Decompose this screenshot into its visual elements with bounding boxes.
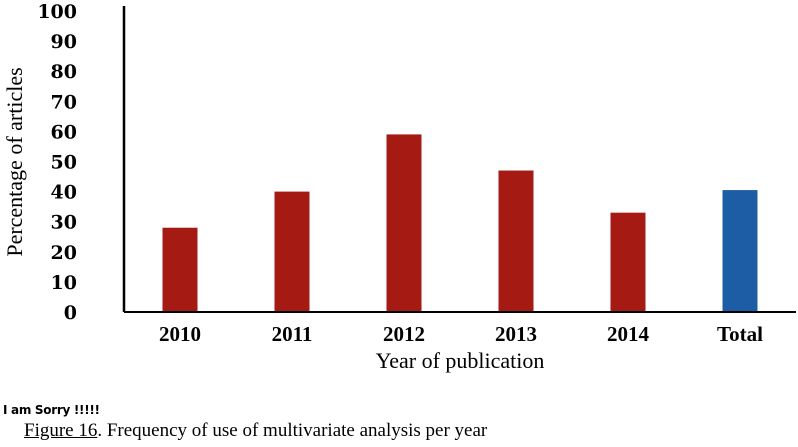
x-axis-title: Year of publication	[376, 348, 545, 373]
caption-text: . Frequency of use of multivariate analy…	[97, 420, 488, 441]
figure-reference: Figure 16	[24, 420, 98, 441]
bar-2010	[162, 227, 198, 312]
y-tick-label: 90	[51, 31, 77, 53]
x-tick-label: Total	[717, 322, 763, 346]
y-tick-label: 60	[51, 121, 77, 143]
y-tick-label: 70	[51, 91, 77, 113]
bars	[162, 134, 758, 312]
y-tick-label: 100	[37, 1, 77, 23]
x-tick-label: 2013	[495, 322, 537, 346]
y-tick-label: 0	[64, 302, 77, 324]
bar-2011	[274, 191, 310, 312]
y-axis-ticks: 0 10 20 30 40 50 60 70 80 90 100	[37, 1, 77, 324]
x-tick-label: 2011	[272, 322, 313, 346]
y-tick-label: 30	[51, 212, 77, 234]
figure-caption: Figure 16. Frequency of use of multivari…	[24, 420, 487, 442]
y-tick-label: 40	[51, 182, 77, 204]
x-tick-label: 2012	[383, 322, 425, 346]
y-axis-title: Percentage of articles	[2, 67, 27, 256]
note-text: I am Sorry !!!!!	[3, 403, 100, 417]
y-tick-label: 10	[51, 272, 77, 294]
y-tick-label: 50	[51, 152, 77, 174]
bar-2014	[610, 212, 646, 312]
bar-total	[722, 190, 758, 312]
y-tick-label: 20	[51, 242, 77, 264]
x-tick-label: 2014	[607, 322, 650, 346]
x-tick-label: 2010	[159, 322, 201, 346]
x-axis-ticks: 2010 2011 2012 2013 2014 Total	[159, 322, 763, 346]
bar-2012	[386, 134, 422, 312]
bar-2013	[498, 170, 534, 312]
y-tick-label: 80	[51, 61, 77, 83]
